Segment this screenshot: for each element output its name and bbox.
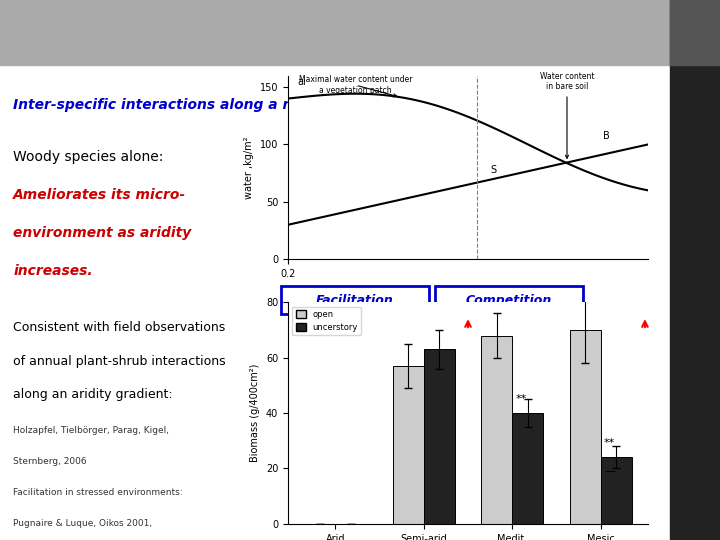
Text: Community level:  Competition vs.  facilitation: Community level: Competition vs. facilit… <box>14 25 596 46</box>
Legend: open, uncerstory: open, uncerstory <box>292 307 361 335</box>
Text: Competition: Competition <box>466 294 552 307</box>
Text: **: ** <box>604 438 615 448</box>
FancyBboxPatch shape <box>282 286 428 314</box>
Bar <box>424 349 455 524</box>
Text: Maximal water content under
a vegetation patch: Maximal water content under a vegetation… <box>299 76 413 97</box>
Bar <box>512 413 543 524</box>
Text: —: — <box>604 466 615 476</box>
Text: Consistent with field observations: Consistent with field observations <box>14 321 225 334</box>
Text: Pugnaire & Luque, Oikos 2001,: Pugnaire & Luque, Oikos 2001, <box>14 518 153 528</box>
Text: Sternberg, 2006: Sternberg, 2006 <box>14 457 87 466</box>
Text: Woody species alone:: Woody species alone: <box>14 150 163 164</box>
Bar <box>570 330 600 524</box>
Text: **: ** <box>516 394 527 404</box>
Bar <box>600 457 631 524</box>
Text: S: S <box>490 165 497 175</box>
Text: B: B <box>603 131 610 141</box>
Text: Ben Gurion University.  Ehud Meron - www.bgu.ac.il/~ehud: Ben Gurion University. Ehud Meron - www.… <box>690 239 699 463</box>
Text: Holzapfel, Tielbörger, Parag, Kigel,: Holzapfel, Tielbörger, Parag, Kigel, <box>14 426 169 435</box>
Bar <box>393 366 424 524</box>
Y-axis label: Biomass (g/400cm²): Biomass (g/400cm²) <box>251 364 261 462</box>
Circle shape <box>685 4 704 28</box>
Text: Water content
in bare soil: Water content in bare soil <box>540 72 594 158</box>
Text: Facilitation: Facilitation <box>316 294 394 307</box>
Text: along an aridity gradient:: along an aridity gradient: <box>14 388 173 401</box>
Text: Ameliorates its micro-: Ameliorates its micro- <box>14 188 186 202</box>
Text: increases.: increases. <box>14 265 93 279</box>
FancyBboxPatch shape <box>435 286 582 314</box>
Text: ai: ai <box>297 77 306 87</box>
Bar <box>481 335 512 524</box>
Text: of annual plant-shrub interactions: of annual plant-shrub interactions <box>14 355 226 368</box>
Text: Inter-specific interactions along a rainfall gradient:: Inter-specific interactions along a rain… <box>14 98 415 112</box>
Text: environment as aridity: environment as aridity <box>14 226 192 240</box>
Y-axis label: water ,kg/m²: water ,kg/m² <box>244 136 254 199</box>
Text: Facilitation in stressed environments:: Facilitation in stressed environments: <box>14 488 183 497</box>
